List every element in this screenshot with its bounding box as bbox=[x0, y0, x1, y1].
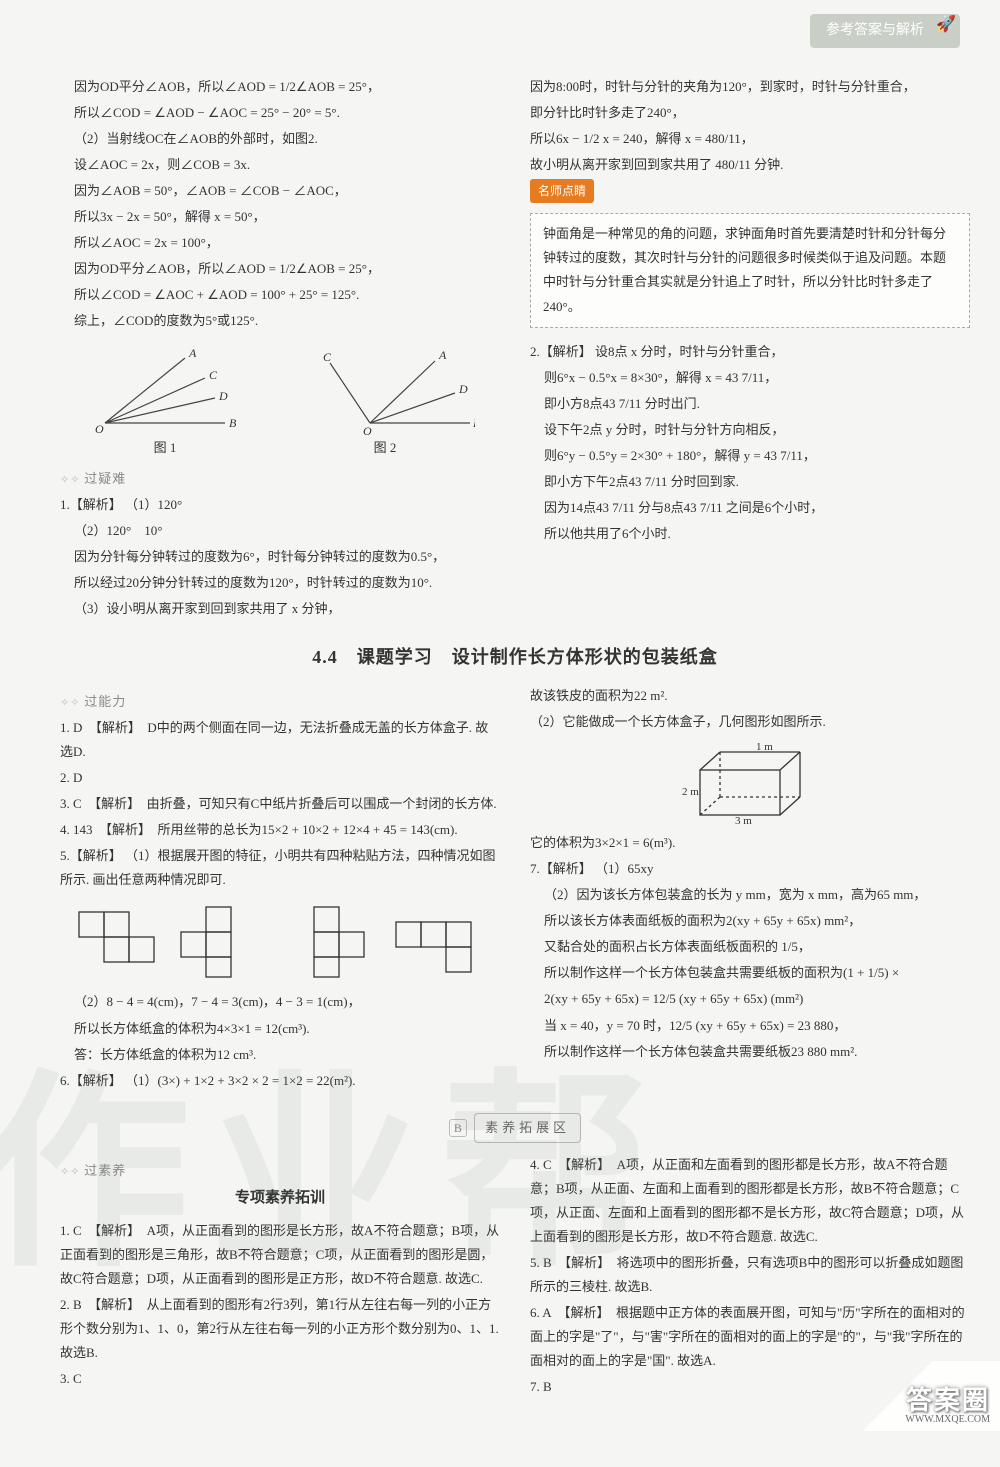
br-q7-5: 所以制作这样一个长方体包装盒共需要纸板的面积为(1 + 1/5) × bbox=[530, 961, 970, 985]
tr-q2-3: 即小方8点43 7/11 分时出门. bbox=[530, 392, 970, 416]
net-4 bbox=[391, 902, 491, 982]
angle-figure-1: A C D B O 图 1 bbox=[85, 343, 245, 460]
svg-text:2 m: 2 m bbox=[682, 786, 699, 798]
tr-1: 因为8:00时，时针与分针的夹角为120°，到家时，时针与分针重合， bbox=[530, 75, 970, 99]
nets-row bbox=[60, 902, 500, 982]
tl-8: 因为OD平分∠AOB，所以∠AOD = 1/2∠AOB = 25°， bbox=[60, 257, 500, 281]
svg-text:C: C bbox=[209, 368, 218, 382]
br-q7-3: 所以该长方体表面纸板的面积为2(xy + 65y + 65x) mm²， bbox=[530, 909, 970, 933]
tr-4: 故小明从离开家到回到家共用了 480/11 分钟. bbox=[530, 153, 970, 177]
rb-5: 5. B 【解析】 将选项中的图形折叠，只有选项B中的图形可以折叠成如题图所示的… bbox=[530, 1251, 970, 1299]
page-header: 参考答案与解析 🚀 bbox=[810, 14, 960, 48]
gs-3: 3. C bbox=[60, 1367, 500, 1391]
tr-q2-6: 即小方下午2点43 7/11 分时回到家. bbox=[530, 470, 970, 494]
corner-brand: 答案圈 WWW.MXQE.COM bbox=[840, 1361, 1000, 1431]
net-1 bbox=[69, 902, 159, 982]
br-q7-7: 当 x = 40，y = 70 时，12/5 (xy + 65y + 65x) … bbox=[530, 1014, 970, 1038]
svg-text:B: B bbox=[473, 416, 475, 430]
rb-4: 4. C 【解析】 A项，从正面和左面看到的图形都是长方形，故A不符合题意；B项… bbox=[530, 1153, 970, 1249]
gy-4: 所以经过20分钟分针转过的度数为120°，时针转过的度数为10°. bbox=[60, 571, 500, 595]
gn-5c: 所以长方体纸盒的体积为4×3×1 = 12(cm³). bbox=[60, 1017, 500, 1041]
gn-5: 5.【解析】 （1）根据展开图的特征，小明共有四种粘贴方法，四种情况如图所示. … bbox=[60, 844, 500, 892]
guonengli-head: 过能力 bbox=[60, 690, 500, 714]
gy-3: 因为分针每分钟转过的度数为6°，时针每分钟转过的度数为0.5°， bbox=[60, 545, 500, 569]
gy-1: 1.【解析】 （1）120° bbox=[60, 493, 500, 517]
gn-2: 2. D bbox=[60, 766, 500, 790]
gn-5d: 答：长方体纸盒的体积为12 cm³. bbox=[60, 1043, 500, 1067]
br-q7-1: 7.【解析】 （1）65xy bbox=[530, 857, 970, 881]
section-4-4-title: 4.4 课题学习 设计制作长方体形状的包装纸盒 bbox=[60, 641, 970, 674]
mid-left-col: 过能力 1. D 【解析】 D中的两个侧面在同一边，无法折叠成无盖的长方体盒子.… bbox=[60, 684, 500, 1095]
net-3 bbox=[284, 902, 374, 982]
svg-text:O: O bbox=[363, 424, 372, 438]
svg-text:D: D bbox=[218, 389, 228, 403]
tr-3: 所以6x − 1/2 x = 240，解得 x = 480/11， bbox=[530, 127, 970, 151]
svg-text:D: D bbox=[458, 382, 468, 396]
bottom-left-col: 过素养 专项素养拓训 1. C 【解析】 A项，从正面看到的图形是长方形，故A不… bbox=[60, 1153, 500, 1401]
tr-q2-8: 所以他共用了6个小时. bbox=[530, 522, 970, 546]
br-q7-2: （2）因为该长方体包装盒的长为 y mm，宽为 x mm，高为65 mm， bbox=[530, 883, 970, 907]
svg-text:A: A bbox=[438, 348, 447, 362]
gn-3: 3. C 【解析】 由折叠，可知只有C中纸片折叠后可以围成一个封闭的长方体. bbox=[60, 792, 500, 816]
guosuyang-head: 过素养 bbox=[60, 1159, 500, 1183]
tr-q2-5: 则6°y − 0.5°y = 2×30° + 180°，解得 y = 43 7/… bbox=[530, 444, 970, 468]
svg-text:A: A bbox=[188, 346, 197, 360]
tl-10: 综上，∠COD的度数为5°或125°. bbox=[60, 309, 500, 333]
tl-5: 因为∠AOB = 50°，∠AOB = ∠COB − ∠AOC， bbox=[60, 179, 500, 203]
fig2-label: 图 2 bbox=[295, 436, 475, 460]
tl-4: 设∠AOC = 2x，则∠COB = 3x. bbox=[60, 153, 500, 177]
gy-2: （2）120° 10° bbox=[60, 519, 500, 543]
top-right-col: 因为8:00时，时针与分针的夹角为120°，到家时，时针与分针重合， 即分针比时… bbox=[530, 75, 970, 623]
tr-q2-4: 设下午2点 y 分时，时针与分针方向相反， bbox=[530, 418, 970, 442]
tl-6: 所以3x − 2x = 50°，解得 x = 50°， bbox=[60, 205, 500, 229]
zone-bar: B 素养拓展区 bbox=[60, 1113, 970, 1143]
gs-2: 2. B 【解析】 从上面看到的图形有2行3列，第1行从左往右每一列的小正方形个… bbox=[60, 1293, 500, 1365]
zone-label: 素养拓展区 bbox=[474, 1113, 581, 1143]
svg-text:1 m: 1 m bbox=[756, 741, 773, 753]
rocket-icon: 🚀 bbox=[936, 10, 956, 40]
gn-5b: （2）8 − 4 = 4(cm)，7 − 4 = 3(cm)，4 − 3 = 1… bbox=[60, 990, 500, 1014]
tr-q2-7: 因为14点43 7/11 分与8点43 7/11 之间是6个小时， bbox=[530, 496, 970, 520]
tl-9: 所以∠COD = ∠AOC + ∠AOD = 100° + 25° = 125°… bbox=[60, 283, 500, 307]
tr-q2-2: 则6°x − 0.5°x = 8×30°，解得 x = 43 7/11， bbox=[530, 366, 970, 390]
top-left-col: 因为OD平分∠AOB，所以∠AOD = 1/2∠AOB = 25°， 所以∠CO… bbox=[60, 75, 500, 623]
br-3: 它的体积为3×2×1 = 6(m³). bbox=[530, 831, 970, 855]
tip-box: 钟面角是一种常见的角的问题，求钟面角时首先要清楚时针和分针每分钟转过的度数，其次… bbox=[530, 213, 970, 327]
train-title: 专项素养拓训 bbox=[60, 1185, 500, 1213]
fig1-label: 图 1 bbox=[85, 436, 245, 460]
tl-1: 因为OD平分∠AOB，所以∠AOD = 1/2∠AOB = 25°， bbox=[60, 75, 500, 99]
tl-2: 所以∠COD = ∠AOD − ∠AOC = 25° − 20° = 5°. bbox=[60, 101, 500, 125]
guoyinan-head: 过疑难 bbox=[60, 467, 500, 491]
gy-5: （3）设小明从离开家到回到家共用了 x 分钟， bbox=[60, 597, 500, 621]
zone-badge: B bbox=[449, 1119, 467, 1137]
svg-text:B: B bbox=[229, 416, 237, 430]
gn-6: 6.【解析】 （1）(3×) + 1×2 + 3×2 × 2 = 1×2 = 2… bbox=[60, 1069, 500, 1093]
net-2 bbox=[176, 902, 266, 982]
br-q7-6: 2(xy + 65y + 65x) = 12/5 (xy + 65y + 65x… bbox=[530, 987, 970, 1011]
tr-2: 即分针比时针多走了240°， bbox=[530, 101, 970, 125]
br-1: 故该铁皮的面积为22 m². bbox=[530, 684, 970, 708]
tl-7: 所以∠AOC = 2x = 100°， bbox=[60, 231, 500, 255]
gn-4: 4. 143 【解析】 所用丝带的总长为15×2 + 10×2 + 12×4 +… bbox=[60, 818, 500, 842]
cuboid-figure: 1 m 2 m 3 m bbox=[680, 740, 820, 825]
header-title: 参考答案与解析 bbox=[826, 23, 924, 38]
gs-1: 1. C 【解析】 A项，从正面看到的图形是长方形，故A不符合题意；B项，从正面… bbox=[60, 1219, 500, 1291]
mid-right-col: 故该铁皮的面积为22 m². （2）它能做成一个长方体盒子，几何图形如图所示. bbox=[530, 684, 970, 1095]
br-q7-8: 所以制作这样一个长方体包装盒共需要纸板23 880 mm². bbox=[530, 1040, 970, 1064]
angle-figure-2: A C D B O 图 2 bbox=[295, 343, 475, 460]
tr-q2-1: 2.【解析】 设8点 x 分时，时针与分针重合， bbox=[530, 340, 970, 364]
svg-text:C: C bbox=[323, 350, 332, 364]
svg-text:O: O bbox=[95, 422, 104, 436]
br-q7-4: 又黏合处的面积占长方体表面纸板面积的 1/5， bbox=[530, 935, 970, 959]
tl-3: （2）当射线OC在∠AOB的外部时，如图2. bbox=[60, 127, 500, 151]
corner-sub: WWW.MXQE.COM bbox=[905, 1411, 990, 1430]
svg-text:3 m: 3 m bbox=[735, 815, 752, 825]
br-2: （2）它能做成一个长方体盒子，几何图形如图所示. bbox=[530, 710, 970, 734]
tip-label: 名师点睛 bbox=[530, 179, 594, 203]
gn-1: 1. D 【解析】 D中的两个侧面在同一边，无法折叠成无盖的长方体盒子. 故选D… bbox=[60, 716, 500, 764]
